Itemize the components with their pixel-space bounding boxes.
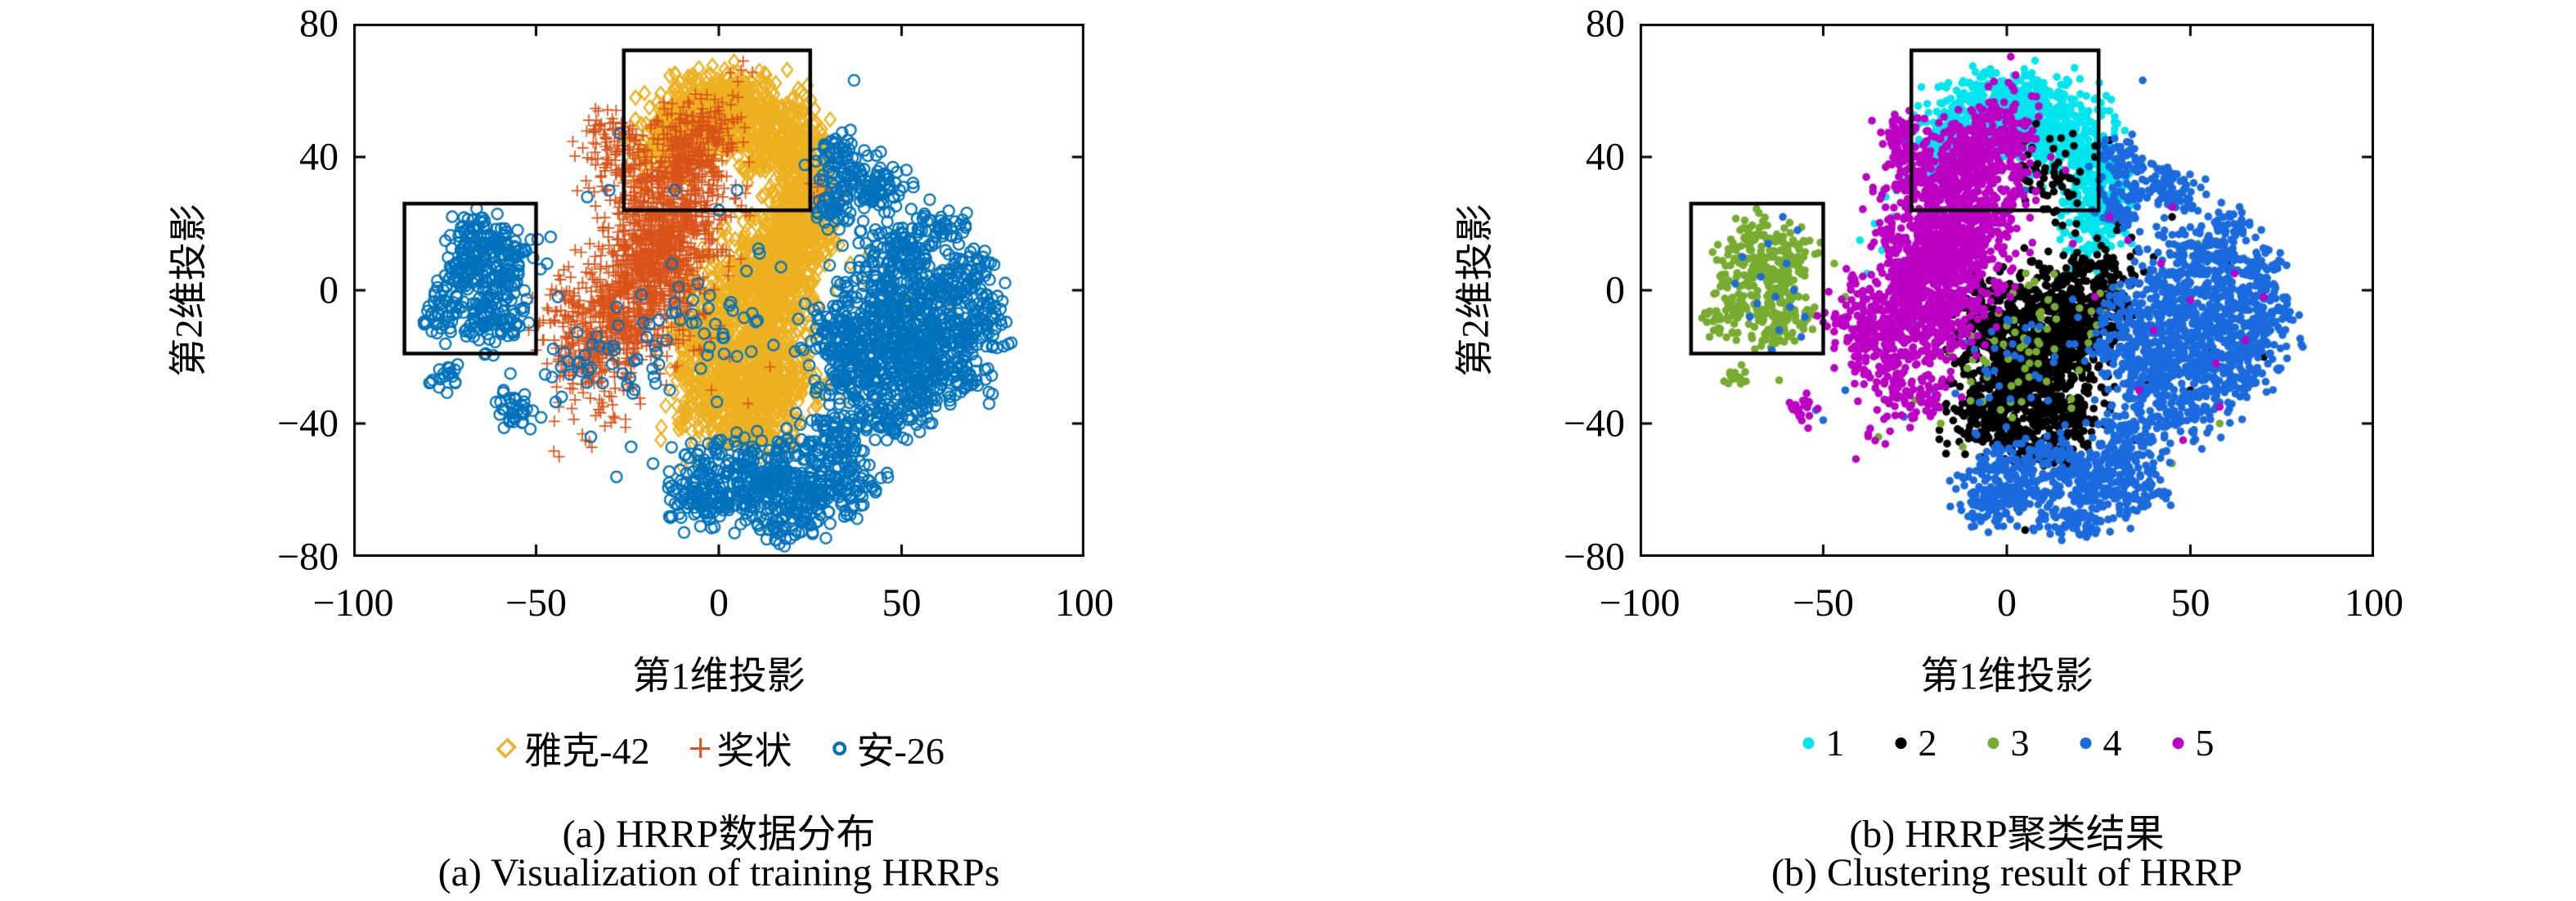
y-tick-label: 0: [319, 268, 339, 312]
dot-marker-icon: [1987, 737, 1999, 749]
y-tick-label: 0: [1605, 268, 1625, 312]
caption-chinese-b: (b) HRRP聚类结果: [1849, 813, 2165, 856]
legend-item: 2: [1892, 721, 1937, 764]
x-axis-label-b: 第1维投影: [1920, 655, 2094, 698]
x-axis-label-a: 第1维投影: [632, 655, 806, 698]
plus-marker-icon: [690, 738, 711, 758]
x-tick-label: 100: [2345, 581, 2403, 625]
legend-item: 4: [2077, 721, 2122, 764]
scatter-plot-b: [1640, 24, 2374, 557]
x-tick-label: 100: [1055, 581, 1114, 625]
y-tick-label: −80: [1563, 535, 1625, 579]
caption-chinese-a: (a) HRRP数据分布: [562, 813, 876, 856]
legend-item: 5: [2170, 721, 2215, 764]
caption-english-a: (a) Visualization of training HRRPs: [438, 851, 1000, 894]
x-tick-label: −50: [505, 581, 568, 625]
x-tick-label: 0: [709, 581, 729, 625]
y-tick-label: −80: [276, 535, 339, 579]
dot-marker-icon: [2172, 737, 2184, 749]
caption-english-b: (b) Clustering result of HRRP: [1771, 851, 2242, 894]
legend-label: 雅克-42: [524, 730, 650, 772]
legend-label: 3: [2010, 722, 2030, 764]
x-tick-label: −50: [1792, 581, 1855, 625]
legend-label: 2: [1918, 722, 1937, 764]
y-tick-label: 40: [299, 135, 339, 179]
legend-item: 安-26: [830, 721, 945, 775]
dot-marker-icon: [2080, 737, 2092, 749]
legend-label: 5: [2195, 722, 2215, 764]
scatter-plot-a: [353, 24, 1084, 557]
x-tick-label: 0: [1997, 581, 2017, 625]
legend-item: 1: [1800, 721, 1845, 764]
diamond-marker-icon: [496, 737, 517, 759]
y-tick-label: −40: [276, 401, 339, 446]
y-axis-label-b: 第2维投影: [1454, 204, 1497, 377]
x-tick-label: 50: [2170, 581, 2210, 625]
x-tick-label: 50: [882, 581, 922, 625]
x-tick-label: −100: [1599, 581, 1681, 625]
legend-label: 奖状: [716, 730, 792, 772]
legend-item: 3: [1985, 721, 2030, 764]
dot-marker-icon: [1895, 737, 1907, 749]
legend-label: 4: [2103, 722, 2122, 764]
legend-a: 雅克-42 奖状 安-26: [493, 721, 945, 775]
x-tick-label: −100: [312, 581, 394, 625]
y-tick-label: 80: [1586, 2, 1625, 46]
y-axis-label-a: 第2维投影: [168, 204, 211, 377]
legend-label: 1: [1825, 722, 1845, 764]
dot-marker-icon: [1802, 737, 1815, 749]
legend-item: 奖状: [688, 721, 792, 775]
circle-marker-icon: [832, 741, 847, 755]
legend-b: 1 2 3 4 5: [1800, 721, 2215, 764]
y-tick-label: −40: [1563, 401, 1625, 446]
y-tick-label: 80: [299, 2, 339, 46]
y-tick-label: 40: [1586, 135, 1625, 179]
legend-label: 安-26: [856, 730, 945, 772]
legend-item: 雅克-42: [493, 721, 650, 775]
